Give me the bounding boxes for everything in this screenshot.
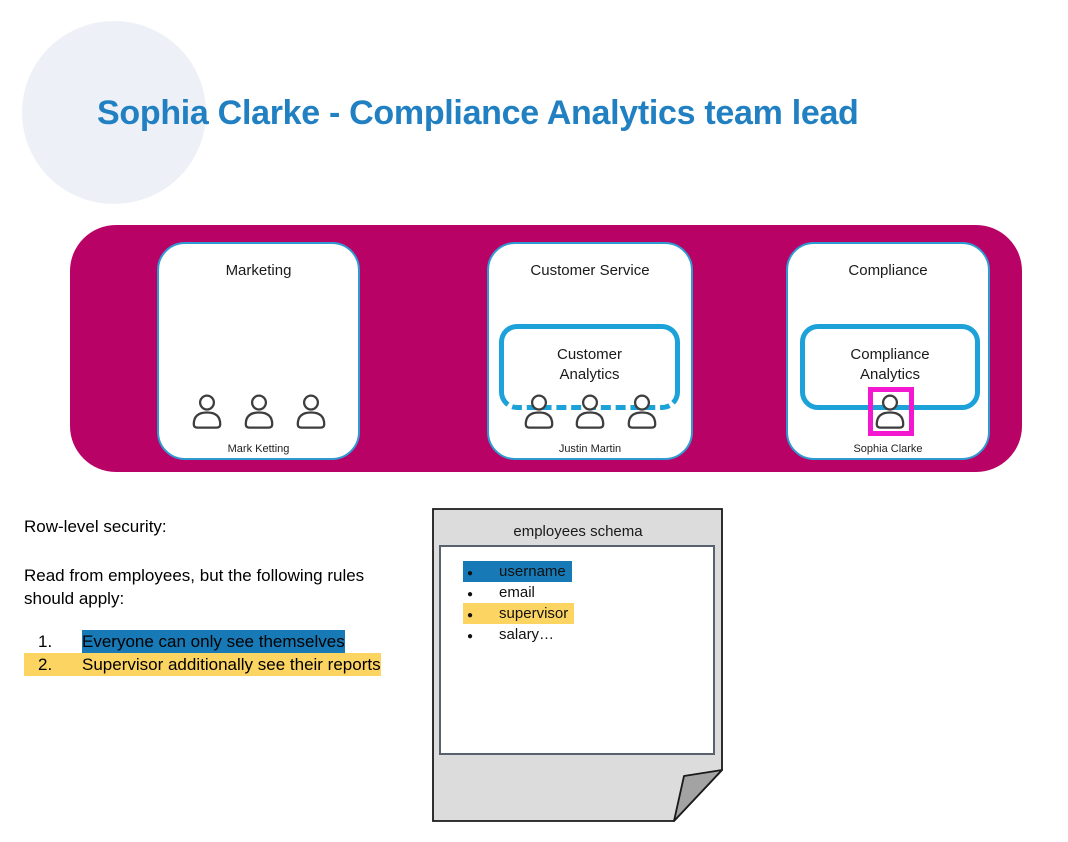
notes-intro: Read from employees, but the following r…: [24, 566, 365, 608]
schema-field-list: ● username ● email ● supervisor ● salary…: [439, 545, 715, 755]
department-box-compliance: Compliance Compliance Analytics Sophia C…: [786, 242, 990, 460]
team-label: Customer Analytics: [556, 346, 623, 383]
person-name: Mark Ketting: [227, 443, 290, 455]
department-box-marketing: Marketing Mark Ketting: [157, 242, 360, 460]
department-box-customer-service: Customer Service Customer Analytics Just…: [487, 242, 693, 460]
highlight-square: [868, 387, 914, 436]
person-name: Justin Martin: [558, 443, 622, 455]
row-level-security-notes: Row-level security: Read from employees,…: [24, 509, 424, 676]
department-label: Marketing: [225, 262, 292, 279]
person-icon: [875, 394, 905, 429]
field-label: email: [499, 584, 535, 601]
rule-item: 1. Everyone can only see themselves: [24, 630, 424, 653]
bullet-icon: ●: [467, 610, 474, 621]
org-chart-container: Marketing Mark Ketting Customer Service …: [70, 225, 1022, 472]
person-icon: [524, 394, 554, 429]
person-icon: [575, 394, 605, 429]
rules-list: 1. Everyone can only see themselves 2. S…: [24, 630, 424, 676]
person-icon: [627, 394, 657, 429]
person-icon: [296, 394, 326, 429]
field-label: username: [499, 563, 566, 580]
bullet-icon: ●: [467, 589, 474, 600]
schema-title: employees schema: [513, 523, 643, 540]
rule-text: Everyone can only see themselves: [82, 630, 345, 653]
person-icon: [244, 394, 274, 429]
bullet-icon: ●: [467, 568, 474, 579]
person-name: Sophia Clarke: [853, 443, 923, 455]
bullet-icon: ●: [467, 631, 474, 642]
schema-field: ● email: [463, 582, 713, 603]
rule-text: Supervisor additionally see their report…: [82, 653, 381, 676]
team-label: Compliance Analytics: [850, 346, 930, 383]
employees-schema-note: employees schema ● username ● email ● super…: [432, 508, 724, 823]
schema-field: ● salary…: [463, 624, 713, 645]
notes-heading: Row-level security:: [24, 517, 167, 536]
decorative-circle: [22, 21, 206, 204]
department-label: Customer Service: [530, 262, 650, 279]
rule-item: 2. Supervisor additionally see their rep…: [24, 653, 424, 676]
field-label: supervisor: [499, 605, 569, 622]
rule-number: 1.: [38, 632, 53, 651]
person-icon: [192, 394, 222, 429]
schema-field: ● supervisor: [463, 603, 713, 624]
field-label: salary…: [499, 626, 555, 643]
schema-field: ● username: [463, 561, 713, 582]
department-label: Compliance: [848, 262, 928, 279]
page-title: Sophia Clarke - Compliance Analytics tea…: [97, 94, 859, 132]
rule-number: 2.: [24, 653, 82, 676]
note-fold-corner: [673, 769, 723, 822]
